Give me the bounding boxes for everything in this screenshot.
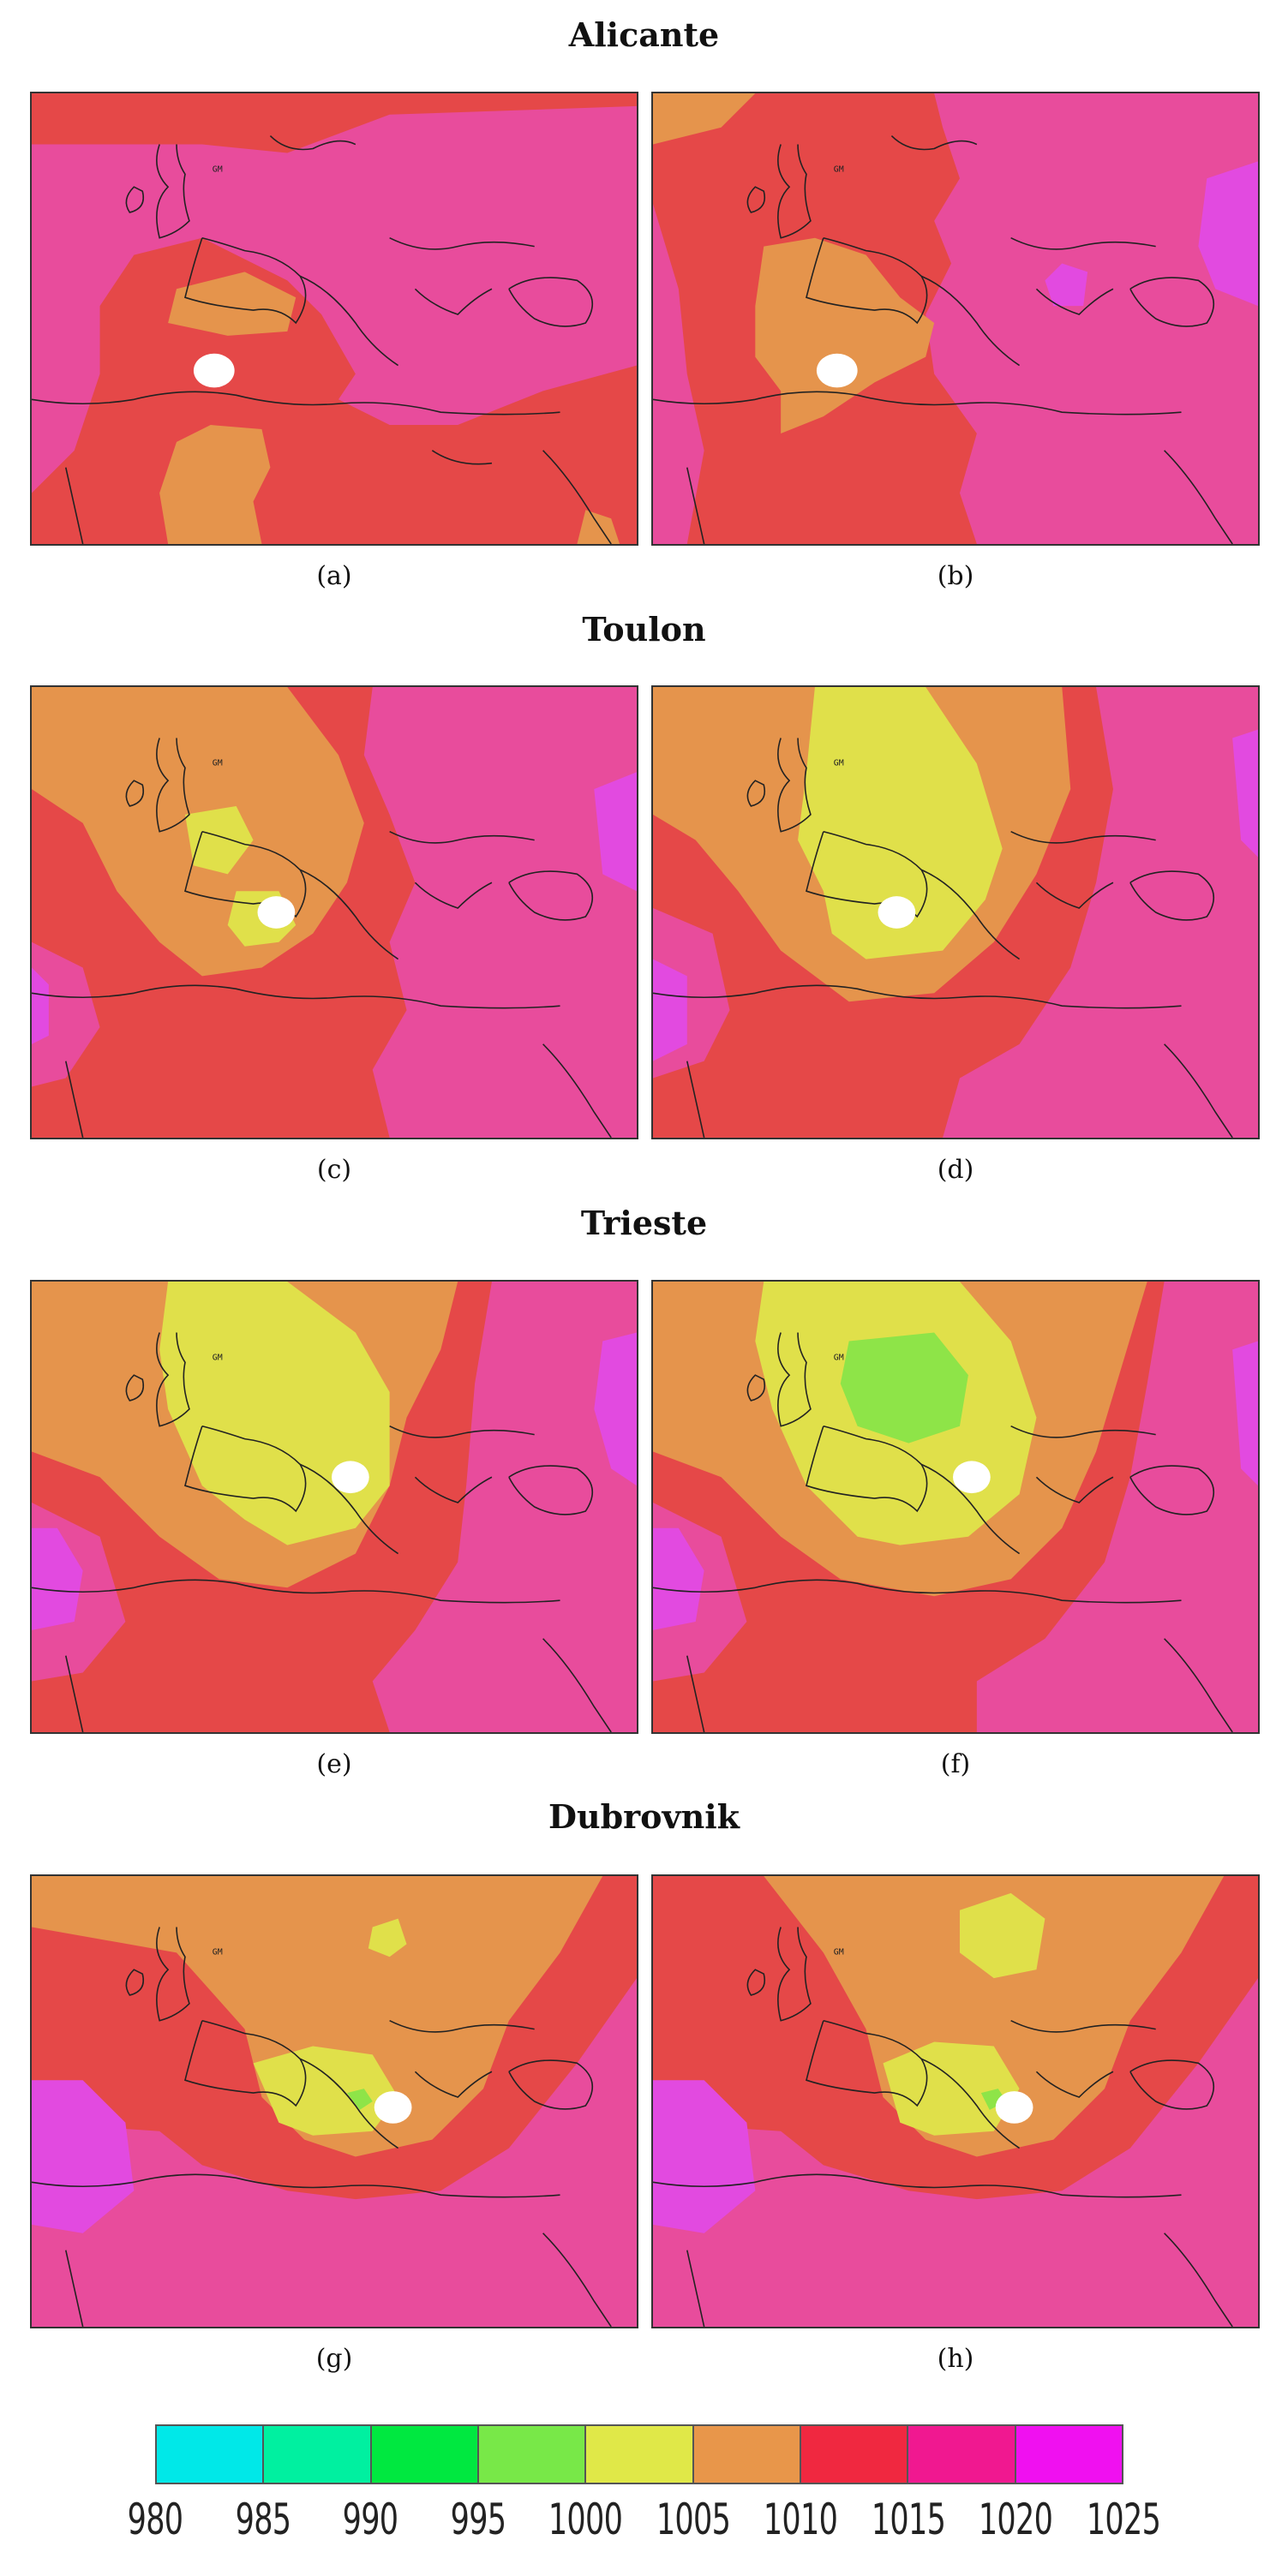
colorbar-swatch <box>157 2426 265 2483</box>
panel-label-f: (f) <box>940 1749 971 1779</box>
svg-text:GM: GM <box>834 164 844 174</box>
panel-label-g: (g) <box>315 2344 353 2374</box>
svg-text:GM: GM <box>213 1353 223 1362</box>
svg-text:GM: GM <box>834 1947 844 1957</box>
colorbar-tick-label: 1000 <box>548 2495 623 2544</box>
map-panel-a: GM <box>30 92 638 546</box>
colorbar-legend <box>155 2424 1123 2484</box>
map-panel-d: GM <box>651 685 1260 1139</box>
map-panel-b: GM <box>651 92 1260 546</box>
colorbar-tick-label: 1020 <box>979 2495 1053 2544</box>
station-marker <box>816 353 858 388</box>
colorbar-swatch <box>693 2426 801 2483</box>
panel-label-d: (d) <box>937 1155 974 1185</box>
colorbar-tick-label: 985 <box>235 2495 291 2544</box>
colorbar-swatch <box>478 2426 587 2483</box>
svg-text:GM: GM <box>213 758 223 768</box>
colorbar-tick-label: 1010 <box>764 2495 838 2544</box>
colorbar-tick-label: 1005 <box>656 2495 731 2544</box>
map-panel-c: GM <box>30 685 638 1139</box>
svg-text:GM: GM <box>834 758 844 768</box>
panel-label-e: (e) <box>316 1749 352 1779</box>
colorbar-tick-label: 1015 <box>871 2495 946 2544</box>
colorbar-swatch <box>586 2426 694 2483</box>
station-marker <box>878 896 916 929</box>
colorbar-tick-label: 980 <box>127 2495 183 2544</box>
station-marker <box>995 2091 1033 2124</box>
station-marker <box>332 1461 369 1494</box>
section-title-dubrovnik: Dubrovnik <box>548 1797 740 1836</box>
panel-label-b: (b) <box>937 561 974 591</box>
section-title-alicante: Alicante <box>568 15 720 54</box>
panel-label-c: (c) <box>316 1155 352 1185</box>
colorbar-swatch <box>371 2426 479 2483</box>
station-marker <box>193 353 235 388</box>
colorbar-tick-label: 990 <box>342 2495 398 2544</box>
map-panel-f: GM <box>651 1280 1260 1734</box>
colorbar-tick-label: 995 <box>450 2495 506 2544</box>
colorbar-tick-label: 1025 <box>1086 2495 1161 2544</box>
section-title-trieste: Trieste <box>580 1204 708 1242</box>
colorbar-swatch <box>264 2426 372 2483</box>
map-panel-e: GM <box>30 1280 638 1734</box>
station-marker <box>953 1461 991 1494</box>
map-label: GM <box>213 164 223 174</box>
panel-label-h: (h) <box>937 2344 974 2374</box>
panel-label-a: (a) <box>316 561 352 591</box>
map-panel-h: GM <box>651 1874 1260 2328</box>
colorbar-swatch <box>1015 2426 1122 2483</box>
station-marker <box>257 896 296 929</box>
colorbar-swatch <box>800 2426 909 2483</box>
svg-text:GM: GM <box>213 1947 223 1957</box>
station-marker <box>374 2091 412 2124</box>
svg-text:GM: GM <box>834 1353 844 1362</box>
section-title-toulon: Toulon <box>582 610 706 648</box>
colorbar-swatch <box>908 2426 1016 2483</box>
map-panel-g: GM <box>30 1874 638 2328</box>
